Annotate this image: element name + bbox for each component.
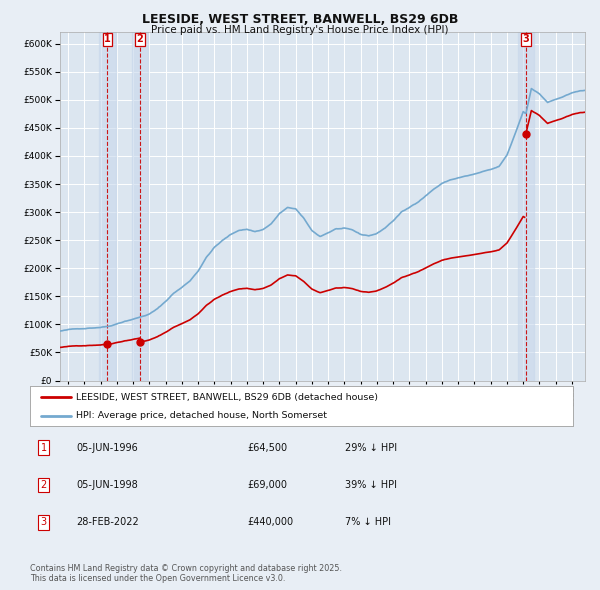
Text: LEESIDE, WEST STREET, BANWELL, BS29 6DB: LEESIDE, WEST STREET, BANWELL, BS29 6DB [142, 13, 458, 26]
Text: 1: 1 [104, 34, 111, 44]
Text: HPI: Average price, detached house, North Somerset: HPI: Average price, detached house, Nort… [76, 411, 327, 421]
Text: £64,500: £64,500 [247, 442, 287, 453]
Text: 2: 2 [137, 34, 143, 44]
Text: 2: 2 [40, 480, 47, 490]
Text: 7% ↓ HPI: 7% ↓ HPI [345, 517, 391, 527]
Text: £440,000: £440,000 [247, 517, 293, 527]
Text: 39% ↓ HPI: 39% ↓ HPI [345, 480, 397, 490]
Text: 29% ↓ HPI: 29% ↓ HPI [345, 442, 397, 453]
Text: LEESIDE, WEST STREET, BANWELL, BS29 6DB (detached house): LEESIDE, WEST STREET, BANWELL, BS29 6DB … [76, 392, 378, 402]
Bar [518, 32, 534, 381]
Text: £69,000: £69,000 [247, 480, 287, 490]
Text: 05-JUN-1996: 05-JUN-1996 [76, 442, 138, 453]
Text: 05-JUN-1998: 05-JUN-1998 [76, 480, 138, 490]
Text: Price paid vs. HM Land Registry's House Price Index (HPI): Price paid vs. HM Land Registry's House … [151, 25, 449, 35]
Text: 28-FEB-2022: 28-FEB-2022 [76, 517, 139, 527]
Text: 3: 3 [41, 517, 47, 527]
Text: 3: 3 [523, 34, 529, 44]
Bar [100, 32, 116, 381]
Bar [132, 32, 148, 381]
Text: 1: 1 [41, 442, 47, 453]
Text: Contains HM Land Registry data © Crown copyright and database right 2025.
This d: Contains HM Land Registry data © Crown c… [30, 563, 342, 583]
